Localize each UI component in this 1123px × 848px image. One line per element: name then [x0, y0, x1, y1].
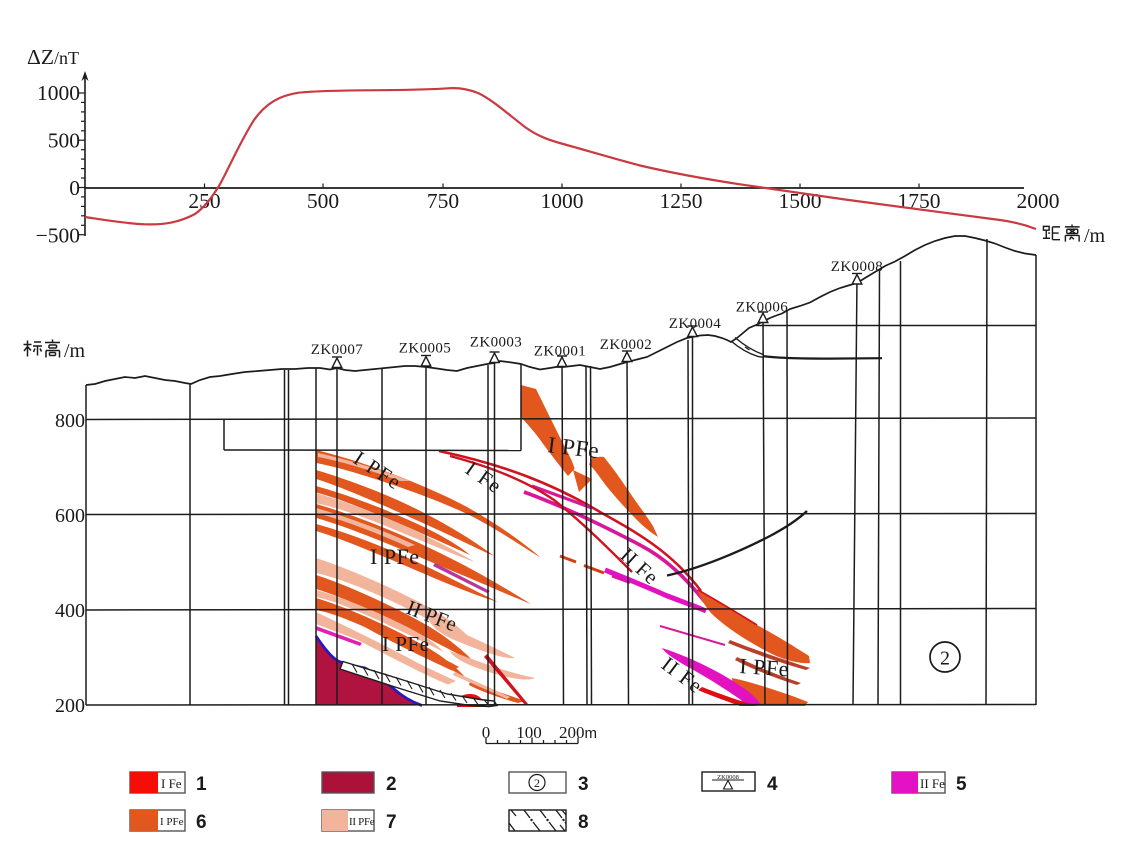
svg-text:II PFe: II PFe — [349, 816, 375, 828]
svg-text:2: 2 — [940, 648, 950, 670]
svg-text:/m: /m — [64, 340, 86, 362]
svg-text:ΔZ/nT: ΔZ/nT — [27, 45, 79, 69]
svg-text:2: 2 — [534, 776, 540, 790]
svg-text:750: 750 — [427, 189, 459, 213]
svg-text:ZK0003: ZK0003 — [470, 335, 522, 351]
svg-text:ZK0007: ZK0007 — [311, 342, 363, 358]
svg-text:0: 0 — [69, 176, 80, 200]
svg-text:I PFe: I PFe — [382, 632, 429, 656]
svg-text:500: 500 — [48, 129, 80, 153]
svg-text:8: 8 — [578, 812, 589, 833]
svg-text:I PFe: I PFe — [160, 816, 184, 828]
svg-text:7: 7 — [386, 812, 397, 833]
svg-text:2: 2 — [386, 774, 397, 795]
svg-text:II Fe: II Fe — [920, 776, 945, 791]
svg-text:3: 3 — [578, 774, 589, 795]
svg-text:1000: 1000 — [541, 189, 584, 213]
svg-text:ZK0008: ZK0008 — [831, 259, 883, 275]
svg-text:5: 5 — [956, 774, 967, 795]
svg-text:ZK0001: ZK0001 — [534, 344, 586, 360]
svg-text:ZK0005: ZK0005 — [399, 341, 451, 357]
svg-text:I PFe: I PFe — [370, 544, 420, 569]
svg-text:200: 200 — [55, 695, 85, 717]
svg-text:ZK0002: ZK0002 — [600, 337, 652, 353]
svg-text:1250: 1250 — [660, 189, 703, 213]
svg-text:400: 400 — [55, 600, 85, 622]
svg-text:I Fe: I Fe — [161, 776, 182, 791]
svg-text:500: 500 — [307, 189, 339, 213]
svg-text:1: 1 — [196, 774, 207, 795]
svg-text:100: 100 — [516, 723, 542, 742]
svg-text:800: 800 — [55, 410, 85, 432]
svg-text:0: 0 — [482, 723, 491, 742]
svg-text:I PFe: I PFe — [739, 653, 790, 681]
svg-text:−500: −500 — [36, 224, 80, 248]
svg-text:1000: 1000 — [37, 81, 80, 105]
svg-text:4: 4 — [767, 774, 778, 795]
svg-text:ZK0006: ZK0006 — [736, 300, 788, 316]
svg-text:ZK0008: ZK0008 — [717, 774, 739, 781]
svg-text:2000: 2000 — [1017, 189, 1060, 213]
svg-text:/m: /m — [1084, 225, 1106, 247]
svg-text:6: 6 — [196, 812, 207, 833]
svg-text:ZK0004: ZK0004 — [669, 316, 721, 332]
svg-text:600: 600 — [55, 505, 85, 527]
svg-text:200m: 200m — [559, 723, 597, 742]
